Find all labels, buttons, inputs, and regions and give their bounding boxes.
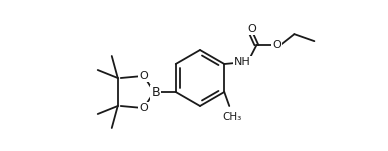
Text: NH: NH (234, 57, 251, 67)
Text: B: B (151, 85, 160, 98)
Text: O: O (139, 71, 148, 81)
Text: O: O (247, 24, 256, 34)
Text: CH₃: CH₃ (223, 112, 242, 122)
Text: O: O (139, 103, 148, 113)
Text: O: O (272, 40, 281, 50)
